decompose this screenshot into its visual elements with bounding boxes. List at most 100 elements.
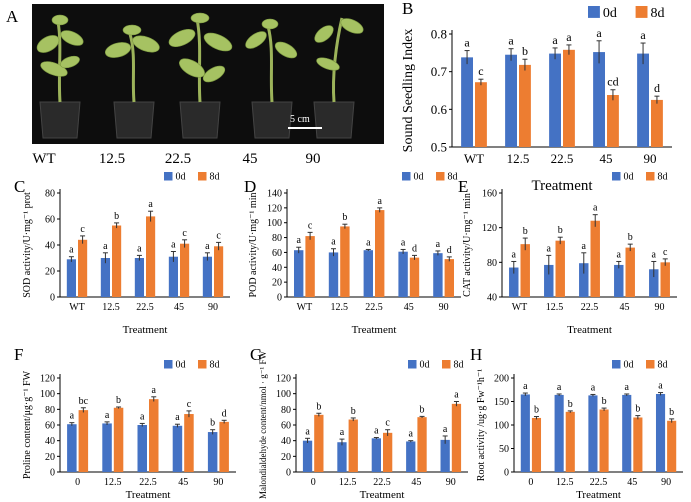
y-tick-label-f-4: 80 (45, 405, 55, 416)
bar-e-0d-2 (579, 263, 589, 297)
bar-f-8d-4 (219, 421, 229, 472)
sig-label-f-8d-1: b (116, 395, 121, 406)
photo-label-3: 45 (243, 151, 258, 167)
sig-label-e-0d-2: a (582, 241, 587, 252)
bar-c-0d-2 (134, 258, 144, 297)
bar-f-0d-3 (172, 425, 183, 472)
x-tick-label-c-3: 45 (174, 302, 184, 313)
bar-g-8d-3 (417, 417, 427, 472)
legend-label-e-1: 8d (658, 172, 668, 183)
bar-b-8d-1 (519, 64, 531, 147)
sig-label-h-8d-4: b (669, 407, 674, 418)
sig-label-g-0d-4: a (443, 424, 448, 435)
legend-label-c-1: 8d (210, 172, 220, 183)
bar-d-8d-4 (444, 259, 454, 297)
y-axis-label-g: Malondialdehyde content/nmol · g⁻¹ FW (258, 351, 268, 499)
sig-label-d-0d-1: a (331, 237, 336, 248)
x-axis-label-d: Treatment (352, 324, 397, 336)
x-tick-label-c-1: 12.5 (102, 302, 120, 313)
legend-swatch-e-1 (646, 172, 655, 181)
sig-label-b-0d-2: a (552, 33, 558, 47)
bar-f-0d-4 (207, 432, 218, 472)
sig-label-b-8d-2: a (566, 30, 572, 44)
sig-label-b-0d-4: a (640, 28, 646, 42)
y-axis-label-b: Sound Seedling Index (401, 29, 416, 153)
panel-letter-g: G (250, 345, 262, 364)
sig-label-h-0d-2: a (591, 382, 596, 393)
bar-c-0d-4 (202, 256, 212, 297)
bar-d-8d-2 (375, 210, 385, 297)
bar-h-0d-0 (520, 394, 530, 472)
bar-g-0d-1 (337, 442, 347, 472)
y-tick-label-d-7: 140 (267, 189, 282, 200)
legend-label-f-1: 8d (210, 360, 220, 371)
bar-h-0d-2 (588, 395, 598, 472)
y-tick-label-d-6: 120 (267, 203, 282, 214)
legend-swatch-g-0 (408, 360, 417, 369)
x-tick-label-b-4: 90 (644, 151, 657, 166)
bar-h-8d-1 (565, 411, 575, 472)
legend-label-b-1: 8d (651, 6, 665, 21)
bar-g-8d-0 (314, 414, 324, 472)
y-tick-label-d-2: 40 (272, 263, 282, 274)
x-tick-label-e-3: 45 (620, 302, 630, 313)
sig-label-d-8d-2: a (377, 196, 382, 207)
sig-label-c-8d-2: a (148, 199, 153, 210)
bar-g-8d-1 (348, 419, 358, 472)
sig-label-d-8d-3: d (412, 243, 417, 254)
sig-label-g-0d-2: a (374, 426, 379, 437)
bar-e-0d-3 (614, 264, 624, 297)
bar-b-0d-1 (505, 54, 517, 147)
sig-label-h-0d-1: a (557, 382, 562, 393)
bar-d-8d-0 (305, 236, 315, 297)
sig-label-g-8d-2: c (385, 418, 390, 429)
sig-label-h-8d-1: b (568, 399, 573, 410)
legend-label-e-0: 0d (624, 172, 634, 183)
x-tick-label-f-4: 90 (213, 477, 223, 488)
y-tick-label-e-0: 40 (487, 293, 497, 304)
y-tick-label-c-4: 80 (45, 189, 55, 200)
x-tick-label-c-4: 90 (208, 302, 218, 313)
sig-label-b-8d-0: c (478, 64, 483, 78)
bar-d-0d-4 (433, 253, 443, 297)
legend-label-h-0: 0d (624, 360, 634, 371)
sig-label-h-0d-4: a (658, 381, 663, 392)
x-tick-label-c-0: WT (69, 302, 85, 313)
sig-label-d-0d-2: a (366, 237, 371, 248)
x-tick-label-b-3: 45 (600, 151, 613, 166)
sig-label-h-0d-3: a (625, 382, 630, 393)
sig-label-c-8d-3: c (182, 228, 187, 239)
bar-d-0d-0 (294, 250, 304, 297)
x-tick-label-g-3: 45 (411, 477, 421, 488)
bar-c-8d-4 (214, 246, 224, 297)
y-tick-label-h-3: 150 (494, 397, 509, 408)
x-axis-label-b: Treatment (531, 178, 593, 194)
x-tick-label-h-4: 90 (661, 477, 671, 488)
sig-label-c-0d-2: a (137, 243, 142, 254)
bar-d-0d-2 (363, 250, 373, 297)
bar-c-0d-0 (66, 259, 76, 297)
photo-label-1: 12.5 (99, 151, 125, 167)
y-tick-label-h-4: 200 (494, 374, 509, 385)
bar-c-0d-1 (100, 258, 110, 297)
sig-label-b-8d-1: b (522, 44, 528, 58)
legend-swatch-f-1 (198, 360, 207, 369)
legend-swatch-d-1 (436, 172, 445, 181)
sig-label-e-0d-3: a (617, 249, 622, 260)
bar-e-0d-4 (649, 269, 659, 297)
sig-label-h-0d-0: a (523, 381, 528, 392)
bar-e-0d-0 (509, 267, 519, 297)
sig-label-e-8d-2: a (593, 203, 598, 214)
bar-f-8d-1 (113, 407, 124, 472)
x-tick-label-d-3: 45 (404, 302, 414, 313)
bar-e-0d-1 (544, 264, 554, 297)
scale-bar-label: 5 cm (290, 114, 310, 125)
x-axis-label-h: Treatment (576, 489, 621, 501)
sig-label-b-0d-1: a (508, 34, 514, 48)
y-tick-label-f-1: 20 (45, 452, 55, 463)
sig-label-b-0d-3: a (596, 26, 602, 40)
y-tick-label-g-3: 60 (281, 421, 291, 432)
x-tick-label-e-0: WT (512, 302, 528, 313)
bar-c-8d-3 (180, 243, 190, 297)
x-axis-label-g: Treatment (360, 489, 405, 501)
